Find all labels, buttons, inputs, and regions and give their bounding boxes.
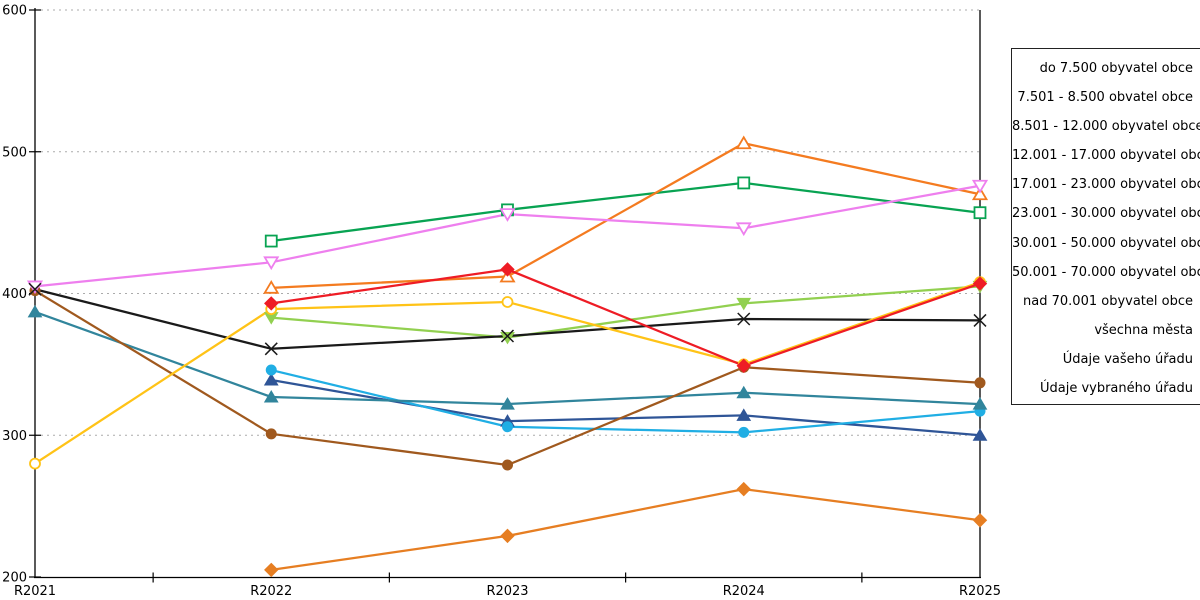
series-marker	[738, 426, 750, 438]
series-marker	[974, 377, 986, 389]
legend-item: všechna města	[1094, 322, 1193, 338]
series-marker	[264, 342, 278, 356]
series-marker	[736, 297, 752, 311]
series-marker	[973, 206, 987, 220]
x-axis-label: R2021	[14, 584, 56, 599]
series-line	[270, 368, 981, 434]
series-marker	[500, 329, 515, 343]
series-marker	[28, 282, 42, 296]
legend-item: 7.501 - 8.500 obvatel obce	[1017, 90, 1193, 106]
y-axis-label: 300	[2, 429, 27, 444]
series-marker	[502, 459, 513, 471]
series-marker	[263, 280, 280, 294]
series-line	[271, 378, 981, 437]
series-marker	[264, 296, 279, 311]
series-marker	[971, 179, 989, 194]
x-axis-label: R2025	[959, 584, 1001, 599]
series-marker	[263, 372, 279, 386]
series-marker	[736, 358, 751, 373]
series-marker	[264, 234, 278, 248]
series-marker	[263, 389, 279, 403]
series-marker	[263, 256, 280, 271]
series-line	[271, 285, 981, 339]
x-axis-label: R2024	[723, 584, 765, 599]
series-marker	[735, 135, 752, 150]
series-line	[271, 268, 981, 367]
y-axis-label: 400	[2, 287, 27, 302]
series-marker	[736, 408, 752, 421]
series-line	[271, 181, 981, 243]
legend-item: 23.001 - 30.000 obyvatel obce	[1012, 206, 1200, 222]
series-marker	[265, 428, 277, 440]
series-marker	[500, 528, 515, 544]
y-axis-label: 500	[2, 145, 27, 160]
series-marker	[972, 397, 988, 410]
series-marker	[972, 276, 988, 291]
legend-item: 8.501 - 12.000 obyvatel obce	[1012, 119, 1200, 135]
series-marker	[29, 457, 41, 470]
legend-item: Údaje vybraného úřadu	[1039, 381, 1193, 397]
legend-item: 50.001 - 70.000 obyvatel obce	[1012, 264, 1200, 280]
series-marker	[973, 313, 987, 327]
series-marker	[502, 421, 513, 433]
series-marker	[265, 364, 277, 376]
series-marker	[971, 186, 989, 201]
legend-item: 17.001 - 23.000 obyvatel obce	[1012, 177, 1200, 193]
series-line	[34, 289, 981, 467]
legend-item: Údaje vašeho úřadu	[1062, 351, 1193, 367]
series-marker	[737, 176, 751, 190]
series-marker	[736, 385, 752, 399]
series-marker	[500, 331, 515, 345]
series-marker	[501, 296, 514, 308]
series-line	[271, 142, 981, 289]
legend: do 7.500 obyvatel obce 7.501 - 8.500 obva…	[1011, 48, 1200, 405]
series-marker	[27, 304, 43, 318]
series-marker	[736, 481, 751, 497]
series-marker	[972, 428, 988, 441]
y-axis-label: 600	[2, 4, 27, 19]
legend-item: 30.001 - 50.000 obyvatel obce	[1012, 235, 1200, 251]
series-marker	[264, 562, 279, 578]
series-marker	[500, 262, 515, 277]
series-marker	[499, 208, 516, 222]
series-marker	[500, 397, 515, 410]
series-marker	[737, 312, 751, 326]
legend-item: nad 70.001 obyvatel obce	[1023, 293, 1193, 309]
y-axis-label: 200	[2, 571, 27, 586]
legend-item: do 7.500 obyvatel obce	[1039, 61, 1193, 76]
series-marker	[972, 513, 988, 528]
legend-item: 12.001 - 17.000 obyvatel obce	[1012, 148, 1200, 164]
series-marker	[735, 222, 752, 237]
x-axis-label: R2022	[250, 584, 292, 599]
series-line	[271, 487, 981, 572]
x-axis-label: R2023	[486, 584, 528, 599]
